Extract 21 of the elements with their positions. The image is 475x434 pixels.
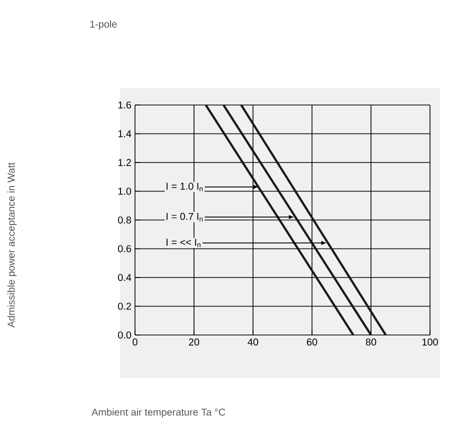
y-tick-label: 0.2	[118, 302, 131, 310]
y-tick-label: 1.0	[118, 188, 132, 195]
y-tick-label: 0.6	[118, 245, 132, 252]
chart-title: 1-pole	[90, 20, 117, 30]
y-tick-label: 0.8	[118, 216, 132, 224]
text: Admissible power acceptance in Watt	[7, 162, 17, 328]
y-tick-label: 1.4	[118, 130, 132, 138]
text: Ambient air temperature Ta °C	[92, 408, 226, 418]
annotation: I = 1.0 I$_{n}$	[166, 182, 203, 192]
annotation: I = 0.7 I$_{n}$	[166, 212, 203, 222]
x-tick-label: 40	[248, 338, 258, 346]
x-tick-label: 100	[422, 338, 438, 346]
y-tick-label: 1.6	[118, 101, 132, 109]
x-tick-label: 20	[188, 338, 200, 346]
x-tick-label: 80	[366, 338, 376, 346]
y-tick-label: 0.4	[118, 274, 132, 282]
annotation: I = << I$_{n}$	[166, 238, 200, 248]
y-tick-label: 1.2	[118, 159, 131, 166]
x-tick-label: 60	[306, 338, 318, 346]
y-tick-label: 0.0	[118, 331, 132, 339]
x-tick-label: 0	[132, 338, 138, 346]
